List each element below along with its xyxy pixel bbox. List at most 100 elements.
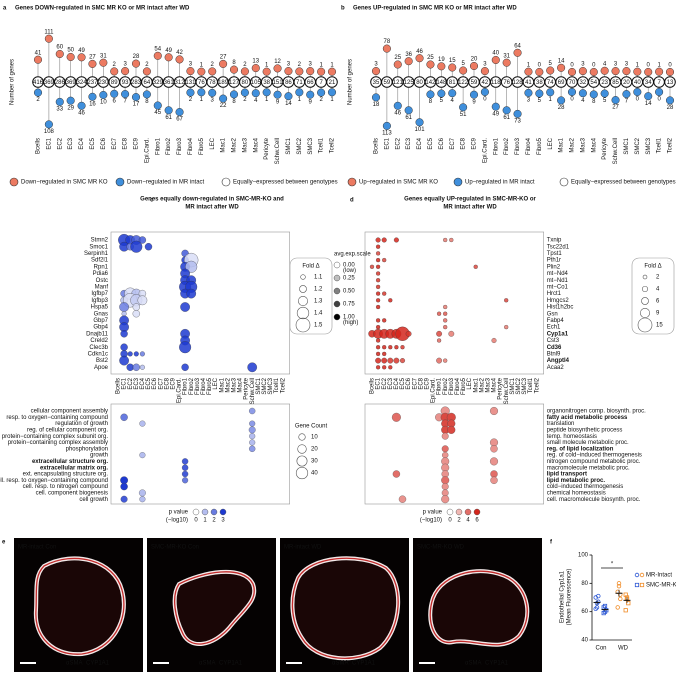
legend-label: 6 — [656, 299, 660, 305]
cell-label: SMC3 — [268, 377, 274, 394]
go-term: cell. component biogenesis — [36, 490, 108, 496]
category-label: EC5 — [428, 137, 434, 149]
count-label: 5 — [461, 61, 465, 67]
cell-label: Fibro3 — [195, 377, 201, 395]
category-label: EC3 — [68, 137, 74, 149]
legend-box — [631, 257, 675, 335]
count-dot — [644, 92, 653, 101]
legend-color — [333, 274, 341, 282]
gene-dot — [375, 291, 381, 296]
equal-label: 89 — [111, 80, 118, 86]
go-dot — [182, 477, 189, 484]
count-label: 14 — [558, 58, 565, 64]
count-dot — [371, 67, 381, 76]
legend-size — [298, 296, 308, 306]
gene-dot — [375, 338, 381, 343]
count-label: 0 — [636, 97, 640, 103]
gene-label: Plin2 — [547, 264, 561, 270]
count-dot — [611, 67, 620, 76]
vessel-stain — [291, 557, 399, 659]
count-label: 0 — [647, 63, 651, 69]
gene-label: Cyp1a1 — [547, 331, 569, 337]
go-term: extracellular structure org. — [32, 459, 108, 465]
gene-dot — [382, 257, 387, 263]
count-dot — [557, 96, 566, 105]
cell-label: Tcell1 — [274, 377, 280, 393]
count-dot — [142, 90, 151, 99]
count-label: 13 — [252, 59, 259, 65]
category-label: EC6 — [439, 137, 445, 149]
count-label: 1 — [265, 97, 269, 103]
legend-swatch — [347, 177, 357, 187]
count-dot — [600, 66, 609, 75]
equal-label: 86 — [285, 80, 292, 86]
cell-label: Schw.Cell — [504, 378, 510, 404]
count-dot — [633, 87, 642, 97]
category-label: Fibro3 — [177, 137, 183, 155]
gene-label: Hrct1 — [547, 291, 562, 297]
count-label: 4 — [581, 98, 585, 104]
cell-label: EC3 — [388, 377, 394, 389]
equal-label: 105 — [251, 80, 262, 86]
legend-label: 20 — [311, 447, 318, 453]
go-dot — [120, 482, 128, 491]
category-label: Bcells — [36, 138, 42, 154]
panel-letter: a — [3, 6, 7, 12]
count-dot — [459, 66, 468, 75]
legend-label: Down−regulated in MR intact — [127, 180, 205, 186]
equal-label: 324 — [77, 80, 88, 86]
count-label: 1 — [657, 62, 661, 68]
image-title: SMC-MR-KO WD — [417, 545, 465, 551]
panel-letter: e — [2, 540, 6, 546]
count-label: 0 — [483, 97, 487, 103]
count-label: 9 — [309, 99, 313, 105]
gene-dot — [375, 244, 381, 249]
cell-label: Mac2 — [225, 377, 231, 392]
count-label: 2 — [298, 62, 302, 68]
count-dot — [273, 90, 282, 99]
go-term: chemical homeostasis — [547, 490, 606, 496]
legend-label: MR-Intact — [646, 573, 672, 579]
count-label: 28 — [133, 54, 140, 60]
equal-label: 38 — [263, 80, 270, 86]
legend-note: (high) — [343, 320, 358, 326]
count-dot — [284, 92, 293, 101]
count-dot — [197, 67, 206, 76]
category-label: Mac3 — [580, 137, 586, 152]
count-dot — [121, 67, 130, 76]
count-dot — [251, 89, 260, 98]
count-label: 7 — [625, 99, 629, 105]
category-label: EC9 — [134, 137, 140, 149]
equal-label: 148 — [436, 80, 447, 86]
data-point — [615, 605, 620, 610]
count-label: 42 — [176, 50, 183, 56]
gene-label: Cd36 — [547, 345, 562, 351]
legend-title: p value — [169, 510, 189, 516]
cell-label: Fibro1 — [437, 377, 443, 395]
equal-label: 13 — [667, 80, 674, 86]
count-dot — [567, 67, 577, 77]
gene-dot — [130, 240, 143, 253]
legend-color — [333, 300, 341, 308]
cell-label: Mac2 — [479, 377, 485, 392]
cell-label: Fibro3 — [449, 377, 455, 395]
legend-label: 1.00 — [343, 315, 355, 321]
marker-label: CYP1A1 — [485, 661, 509, 667]
gene-label: Hist1h2bc — [547, 305, 574, 311]
count-label: 36 — [405, 52, 412, 58]
count-label: 2 — [36, 97, 40, 103]
gene-label: Gbp7 — [93, 318, 108, 324]
go-dot — [489, 457, 499, 466]
marker-label: CYP1A1 — [219, 661, 243, 667]
count-dot — [240, 67, 249, 76]
count-label: 54 — [154, 46, 161, 52]
legend-color — [219, 508, 227, 516]
legend-label: 0.25 — [343, 276, 355, 282]
gene-label: Pdia6 — [93, 271, 109, 277]
legend-label: 0.50 — [343, 289, 355, 295]
gene-dot — [382, 291, 387, 296]
go-dot — [442, 451, 449, 459]
cell-label: SMC3 — [522, 377, 528, 394]
gene-dot — [393, 237, 399, 243]
